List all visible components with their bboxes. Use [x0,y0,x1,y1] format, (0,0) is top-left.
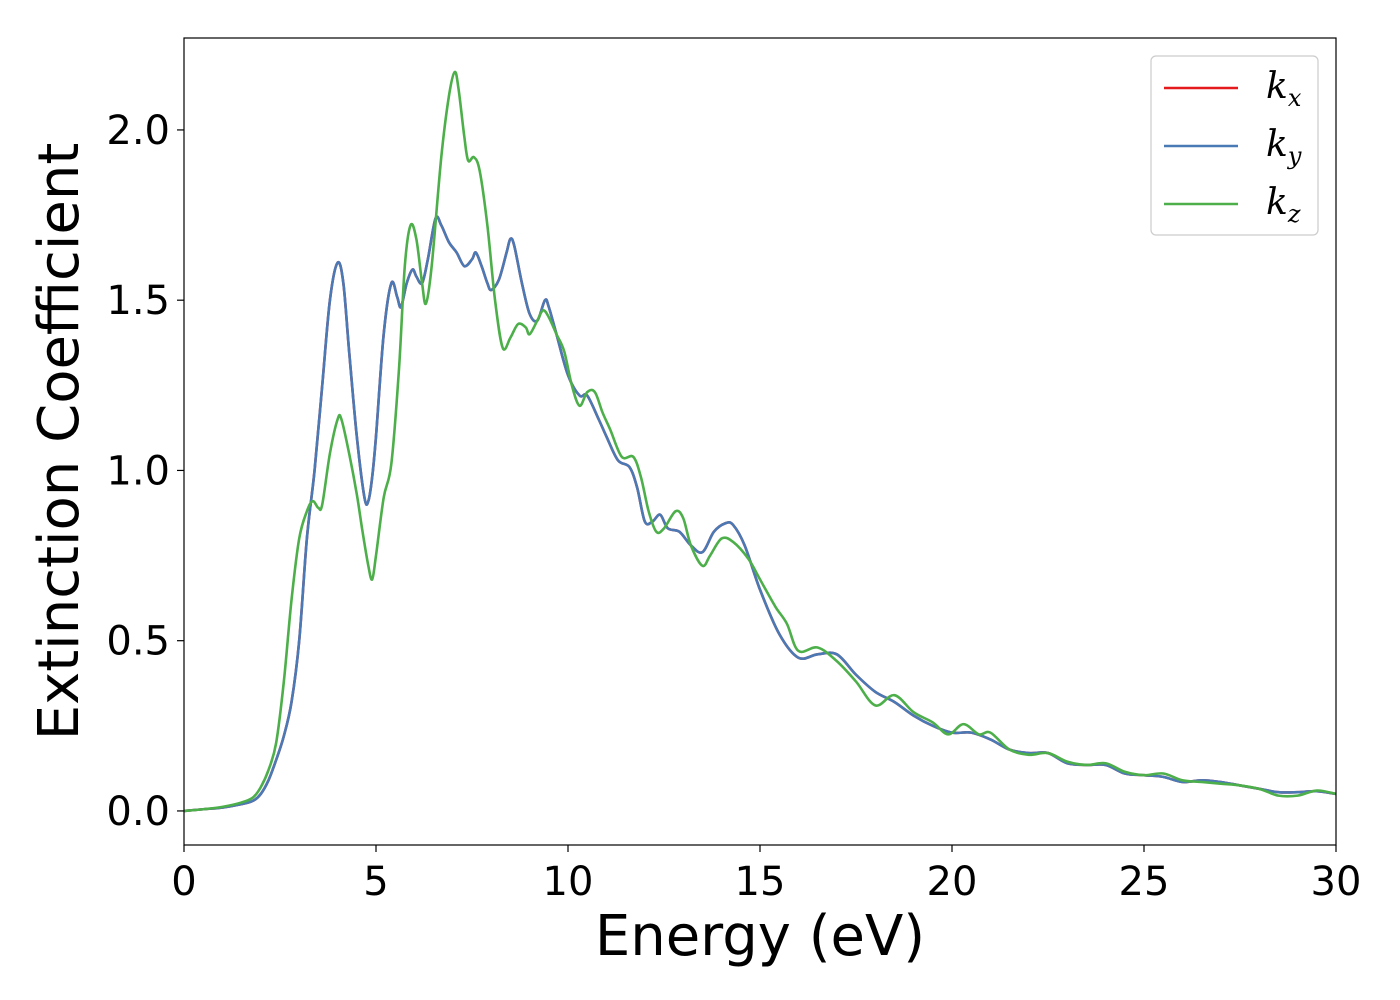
legend-item-z: kz [1164,182,1301,228]
legend-label: kx [1266,66,1302,112]
legend-label: ky [1266,124,1302,170]
legend-label: kz [1266,182,1301,228]
x-tick-label: 10 [543,859,594,905]
x-axis-label: Energy (eV) [595,904,925,969]
y-tick-label: 1.0 [106,448,170,494]
x-tick-label: 20 [927,859,978,905]
y-axis-label: Extinction Coefficient [27,143,92,741]
x-tick-label: 15 [735,859,786,905]
series-line-z [184,70,1336,813]
x-tick-label: 0 [171,859,196,905]
legend-item-y: ky [1164,124,1302,170]
legend: kx ky kz [1150,55,1319,236]
plot-lines [184,70,1336,813]
series-line-y [184,215,1336,813]
y-tick-label: 2.0 [106,108,170,154]
y-tick-label: 0.0 [106,789,170,835]
x-tick-label: 25 [1119,859,1170,905]
x-tick-label: 30 [1311,859,1362,905]
series-line-x [184,215,1336,813]
y-axis: 0.0 0.5 1.0 1.5 2.0 [106,108,184,835]
legend-item-x: kx [1164,66,1302,112]
x-tick-label: 5 [363,859,388,905]
x-axis: 0 5 10 15 20 25 30 [171,845,1361,905]
y-tick-label: 0.5 [106,619,170,665]
y-tick-label: 1.5 [106,278,170,324]
